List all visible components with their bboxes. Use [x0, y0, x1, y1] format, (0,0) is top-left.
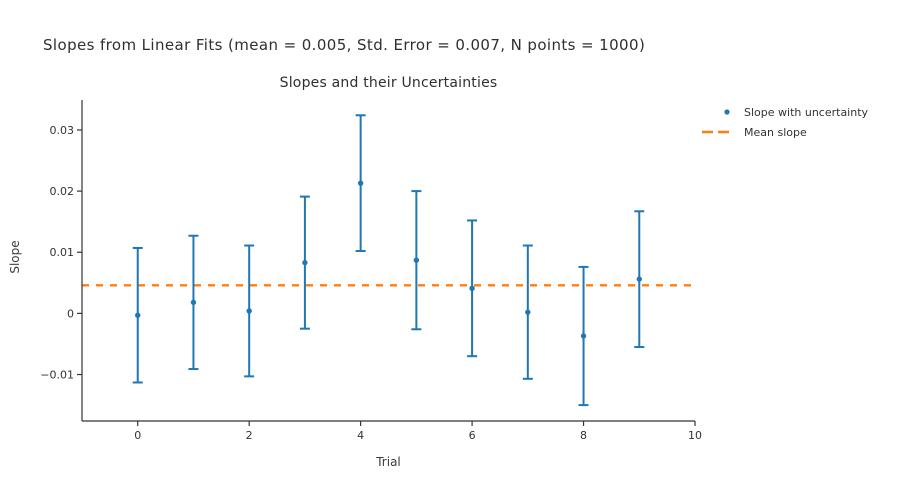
x-tick-label: 4	[357, 429, 364, 442]
data-point-marker	[636, 276, 642, 282]
y-tick-label: 0.03	[50, 124, 75, 137]
x-tick-label: 6	[469, 429, 476, 442]
data-point-marker	[469, 285, 475, 292]
legend-entry-slope: Slope with uncertainty	[698, 104, 868, 120]
figure-suptitle: Slopes from Linear Fits (mean = 0.005, S…	[43, 36, 646, 54]
data-point-marker	[135, 312, 141, 318]
y-tick-label: 0.01	[50, 246, 75, 259]
legend-label-mean: Mean slope	[744, 125, 807, 139]
data-point-marker	[580, 333, 587, 339]
dashed-line-icon	[702, 130, 731, 134]
legend-entry-mean: Mean slope	[698, 124, 868, 140]
data-point-marker	[190, 299, 197, 306]
data-point-marker	[357, 180, 364, 186]
x-tick-label: 10	[688, 429, 702, 442]
y-tick-label: 0.02	[50, 185, 75, 198]
data-point-marker	[413, 257, 420, 263]
y-tick-label: 0	[67, 307, 74, 320]
x-axis-label: Trial	[376, 455, 401, 469]
x-tick-label: 8	[580, 429, 587, 442]
legend-label-slope: Slope with uncertainty	[744, 105, 869, 119]
data-point-marker	[525, 309, 531, 315]
y-axis-label: Slope	[8, 240, 22, 274]
chart-title: Slopes and their Uncertainties	[279, 75, 498, 91]
data-point-marker	[302, 259, 308, 266]
x-tick-label: 2	[246, 429, 253, 442]
legend: Slope with uncertainty Mean slope	[698, 104, 868, 144]
data-point-marker	[246, 308, 252, 314]
circle-marker-icon	[724, 109, 730, 115]
x-tick-label: 0	[134, 429, 141, 442]
y-tick-label: −0.01	[40, 369, 74, 382]
